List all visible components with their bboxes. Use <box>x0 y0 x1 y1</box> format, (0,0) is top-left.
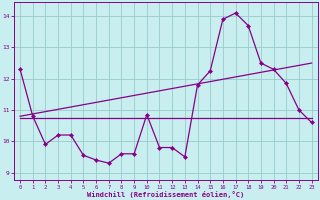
X-axis label: Windchill (Refroidissement éolien,°C): Windchill (Refroidissement éolien,°C) <box>87 191 244 198</box>
